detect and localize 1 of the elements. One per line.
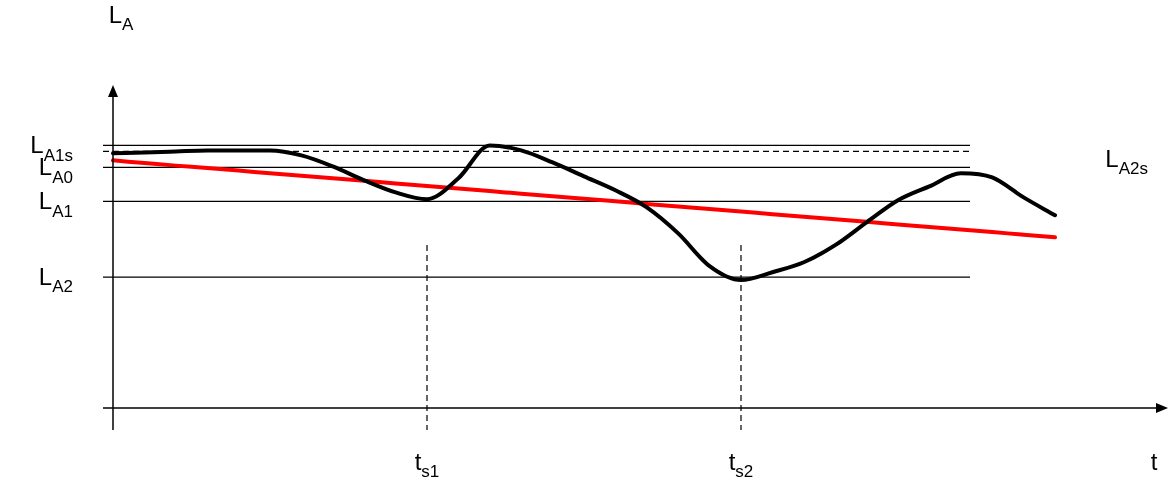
x-axis-title: t [1150, 448, 1158, 475]
